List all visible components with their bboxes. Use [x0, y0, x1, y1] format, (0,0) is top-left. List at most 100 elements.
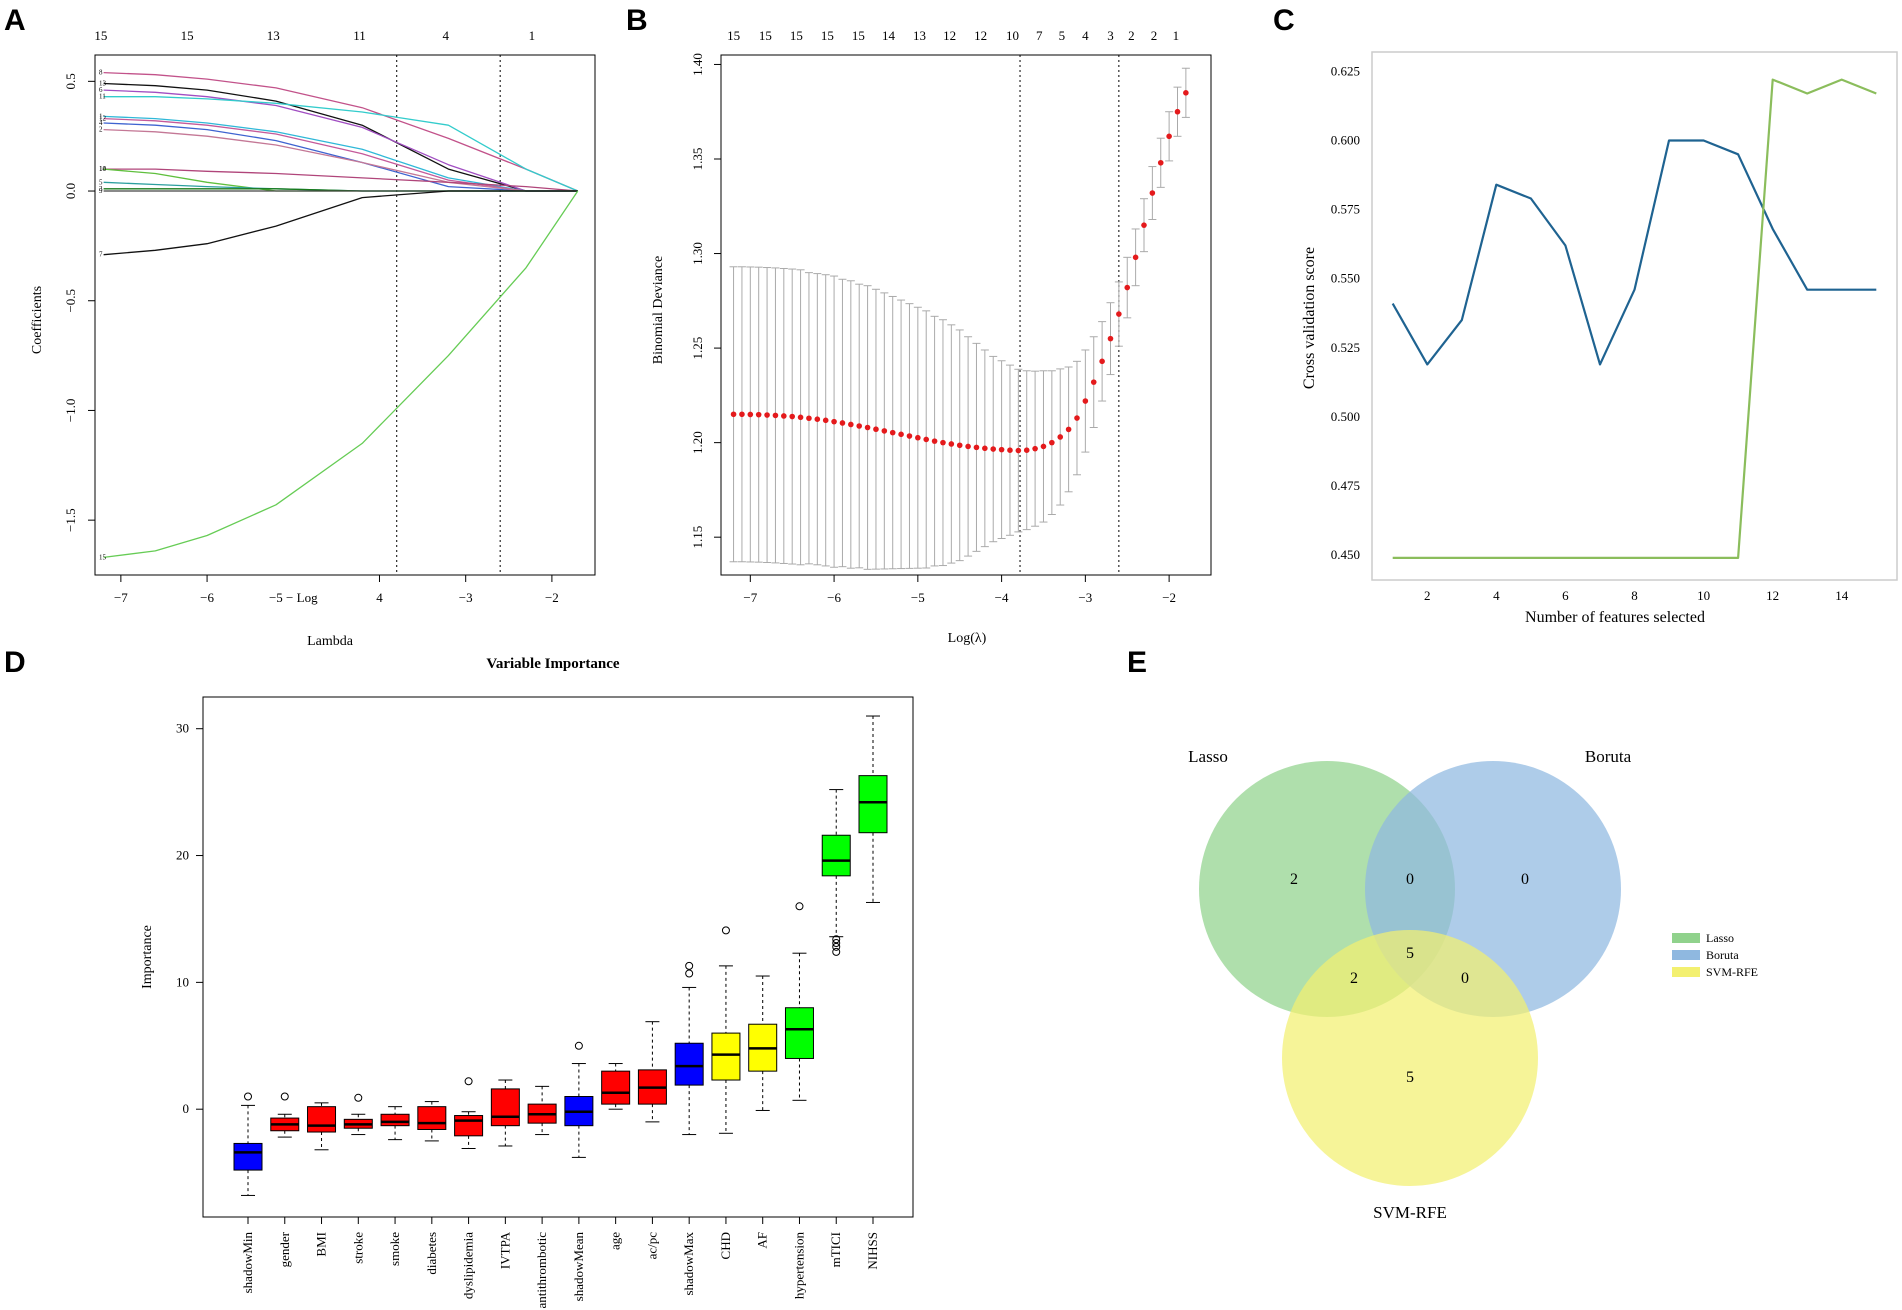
- panel-b-x-tick-label: −7: [743, 590, 757, 605]
- panel-a-plot-frame: [94, 54, 596, 576]
- panel-d-plot-frame: [202, 696, 914, 1218]
- panel-d-y-tick-label: 30: [176, 721, 189, 736]
- panel-b-top-axis-label: 10: [1006, 28, 1019, 43]
- panel-c-x-tick-label: 6: [1562, 588, 1569, 603]
- panel-b-x-axis-label: Log(λ): [948, 631, 987, 646]
- panel-b-deviance-point: [1015, 447, 1022, 454]
- panel-c-y-tick-label: 0.525: [1331, 340, 1360, 355]
- panel-d-category-label: diabetes: [424, 1232, 439, 1275]
- panel-c-x-axis-label: Number of features selected: [1525, 609, 1705, 626]
- panel-b-deviance-point: [965, 443, 971, 450]
- panel-b-top-axis-label: 15: [790, 28, 803, 43]
- panel-b-deviance-point: [990, 446, 997, 452]
- panel-b-deviance-point: [755, 411, 762, 418]
- panel-e-letter: E: [1127, 646, 1147, 679]
- panel-c-series-line-green: [1392, 78, 1877, 560]
- panel-d-box: [307, 1106, 337, 1133]
- panel-c-y-tick-label: 0.625: [1331, 63, 1360, 78]
- panel-a-series-label: 13: [99, 80, 107, 88]
- panel-b-deviance-point: [1090, 379, 1097, 385]
- panel-b-y-tick-label: 1.35: [690, 148, 705, 171]
- panel-b-deviance-point: [982, 445, 988, 452]
- venn-region-boruta-svm: 0: [1461, 970, 1469, 987]
- panel-b-deviance-point: [764, 412, 770, 418]
- panel-a-coef-path: [103, 122, 578, 192]
- panel-a-series-label: 5: [99, 178, 103, 186]
- panel-d-y-tick-label: 20: [176, 848, 189, 863]
- panel-d-box: [674, 1042, 704, 1086]
- panel-a-top-axis-label: 15: [94, 28, 107, 43]
- panel-b-x-tick-label: −2: [1162, 590, 1176, 605]
- legend-label-boruta: Boruta: [1706, 948, 1739, 962]
- panel-b-deviance-point: [1107, 335, 1114, 342]
- panel-a-x-inline-label: −5 − Log: [269, 590, 318, 605]
- panel-b-deviance-point: [1040, 443, 1047, 450]
- panel-b-deviance-point: [956, 442, 963, 449]
- legend-swatch-svm-rfe: [1672, 967, 1700, 977]
- panel-b-deviance-point: [898, 431, 904, 438]
- panel-c-x-tick-label: 4: [1493, 588, 1500, 603]
- panel-b-top-axis-label: 12: [974, 28, 987, 43]
- panel-a-lasso-coefficients: A −7 −6 4 −3 −2−5 − Log−1.5−1.0−0.50.00.515 1…: [4, 4, 596, 649]
- venn-legend: Lasso Boruta SVM-RFE: [1672, 931, 1758, 979]
- panel-a-y-tick-label: 0.5: [63, 73, 78, 89]
- panel-a-series-label: 6: [99, 86, 103, 94]
- panel-d-outlier: [685, 969, 694, 978]
- panel-d-box: [821, 834, 851, 877]
- panel-b-deviance-point: [1183, 90, 1189, 96]
- panel-c-y-axis-label: Cross validation score: [1301, 247, 1318, 389]
- panel-b-deviance-point: [1049, 439, 1055, 446]
- panel-a-series-label: 15: [99, 553, 107, 561]
- panel-b-top-axis-label: 2: [1151, 28, 1158, 43]
- panel-b-deviance-point: [1057, 434, 1064, 440]
- panel-c-rfe-cross-validation: C 2 4 6 8 10 12 14 0.450 0.475 0.500 0.525 0.550 0.5…: [1273, 4, 1898, 626]
- panel-b-letter: B: [626, 4, 648, 37]
- panel-b-deviance-point: [973, 444, 980, 451]
- panel-a-series-label: 9: [99, 187, 103, 195]
- panel-d-outlier: [280, 1092, 289, 1101]
- venn-set-label-lasso: Lasso: [1188, 747, 1228, 766]
- panel-a-x-tick-label: 4: [376, 590, 383, 605]
- venn-circle-svm-rfe: [1282, 930, 1538, 1186]
- panel-a-series-label: 4: [99, 119, 103, 127]
- venn-region-all-three: 5: [1406, 945, 1414, 962]
- panel-b-x-tick-label: −3: [1078, 590, 1092, 605]
- panel-a-x-tick-label: −2: [545, 590, 559, 605]
- panel-b-deviance-point: [814, 416, 821, 422]
- panel-d-outlier: [721, 926, 730, 935]
- panel-c-y-tick-label: 0.500: [1331, 409, 1360, 424]
- panel-d-box: [417, 1106, 447, 1130]
- panel-a-x-tick-label: −3: [459, 590, 473, 605]
- panel-b-x-tick-label: −5: [911, 590, 925, 605]
- panel-d-box: [858, 775, 888, 834]
- panel-b-deviance-point: [906, 433, 913, 439]
- panel-a-series-label: 2: [99, 126, 103, 134]
- panel-d-category-label: AF: [755, 1232, 770, 1249]
- panel-c-x-tick-label: 2: [1424, 588, 1431, 603]
- panel-d-box: [380, 1113, 410, 1127]
- panel-d-outlier: [832, 935, 841, 944]
- panel-b-x-tick-label: −4: [995, 590, 1009, 605]
- panel-a-coef-path: [103, 128, 578, 192]
- panel-a-y-axis-label: Coefficients: [30, 286, 45, 354]
- panel-b-top-axis-label: 12: [943, 28, 956, 43]
- venn-region-lasso-svm: 2: [1350, 970, 1358, 987]
- venn-region-lasso-boruta: 0: [1406, 871, 1414, 888]
- panel-d-category-label: stroke: [350, 1232, 365, 1264]
- panel-b-deviance-point: [747, 411, 754, 418]
- panel-b-deviance-point: [873, 426, 879, 433]
- venn-set-label-boruta: Boruta: [1585, 747, 1632, 766]
- panel-c-y-tick-label: 0.600: [1331, 132, 1360, 147]
- panel-b-y-tick-label: 1.20: [690, 431, 705, 454]
- panel-e-venn-diagram: E Lasso Boruta SVM-RFE 2 0 5 0 2 0 5 Las…: [1127, 646, 1758, 1222]
- panel-b-deviance-point: [789, 413, 795, 420]
- panel-c-x-tick-label: 14: [1835, 588, 1849, 603]
- panel-b-deviance-point: [940, 439, 946, 446]
- panel-d-category-label: NIHSS: [865, 1232, 880, 1270]
- panel-a-letter: A: [4, 4, 26, 37]
- panel-d-category-label: mTICI: [828, 1232, 843, 1267]
- panel-c-y-tick-label: 0.475: [1331, 478, 1360, 493]
- venn-set-label-svm-rfe: SVM-RFE: [1373, 1203, 1447, 1222]
- venn-region-svm-only: 5: [1406, 1069, 1414, 1086]
